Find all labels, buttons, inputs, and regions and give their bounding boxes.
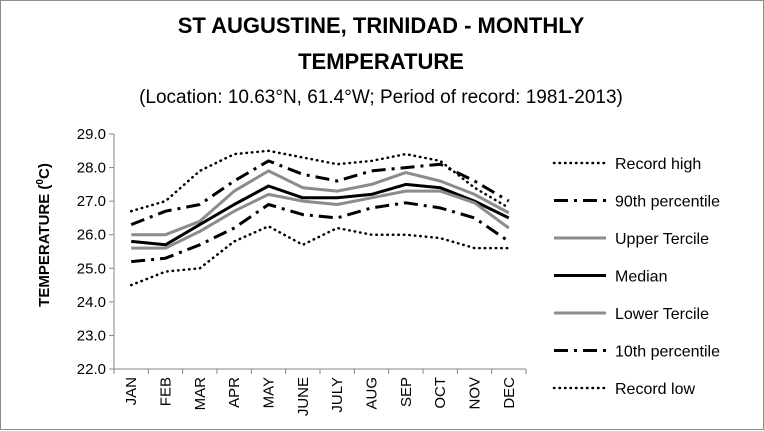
y-tick-label: 27.0 <box>77 193 106 210</box>
y-axis-label: TEMPERATURE (0C) <box>35 163 53 307</box>
x-tick-label: AUG <box>364 377 381 410</box>
legend-label: 90th percentile <box>615 194 720 211</box>
x-tick-label: OCT <box>432 377 449 409</box>
x-axis-ticks: JAN FEB MAR APR MAY JUNE JULY AUG SEP OCT NOV DEC <box>113 369 527 416</box>
y-tick-label: 26.0 <box>77 227 106 244</box>
series-line-record-low <box>129 225 511 287</box>
chart-title-line-2: TEMPERATURE <box>298 49 464 74</box>
y-tick-label: 28.0 <box>77 160 106 177</box>
legend-label: Record low <box>615 381 695 398</box>
chart-subtitle: (Location: 10.63°N, 61.4°W; Period of re… <box>139 87 623 108</box>
x-tick-label: JULY <box>329 377 346 413</box>
y-tick-label: 29.0 <box>77 126 106 143</box>
x-tick-label: JUNE <box>295 377 312 416</box>
series-line-90th-percentile <box>130 159 510 226</box>
legend-label: Record high <box>615 156 701 173</box>
series-line-median <box>131 182 510 247</box>
x-tick-label: NOV <box>467 377 484 410</box>
series-line-record-high <box>129 149 511 213</box>
axes <box>113 134 526 370</box>
x-tick-label: DEC <box>501 377 518 409</box>
legend-label: Median <box>615 269 667 286</box>
legend: Record high 90th percentile Upper Tercile M… <box>552 156 720 398</box>
x-tick-label: JAN <box>123 377 140 405</box>
x-tick-label: SEP <box>398 377 415 407</box>
y-axis-label-main: TEMPERATURE ( <box>36 185 53 307</box>
chart-title-line-1: ST AUGUSTINE, TRINIDAD - MONTHLY <box>178 13 585 38</box>
legend-label: Upper Tercile <box>615 231 709 248</box>
x-tick-label: MAY <box>261 377 278 408</box>
y-axis-ticks: 22.0 23.0 24.0 25.0 26.0 27.0 28.0 29.0 <box>77 126 114 378</box>
y-axis-label-unit: C) <box>36 163 53 179</box>
y-tick-label: 25.0 <box>77 260 106 277</box>
legend-label: Lower Tercile <box>615 306 709 323</box>
y-tick-label: 22.0 <box>77 361 106 378</box>
series-line-lower-tercile <box>131 189 510 250</box>
series-lines <box>129 149 511 287</box>
y-tick-label: 23.0 <box>77 327 106 344</box>
x-tick-label: APR <box>226 377 243 408</box>
y-axis-label-superscript: 0 <box>35 179 46 185</box>
x-tick-label: MAR <box>192 377 209 411</box>
x-tick-label: FEB <box>158 377 175 406</box>
series-line-upper-tercile <box>131 169 510 237</box>
y-tick-label: 24.0 <box>77 294 106 311</box>
series-line-10th-percentile <box>131 201 510 264</box>
legend-label: 10th percentile <box>615 344 720 361</box>
